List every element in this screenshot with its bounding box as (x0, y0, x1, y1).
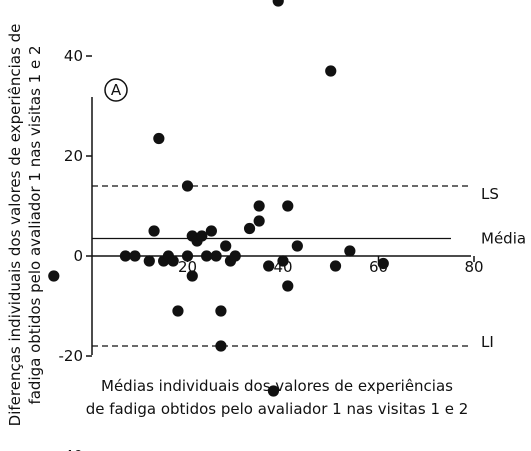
data-point (253, 215, 265, 227)
x-tick-label: 80 (464, 258, 483, 276)
data-point (272, 0, 284, 7)
data-point (377, 257, 389, 270)
data-point (277, 255, 289, 267)
reference-line-labels: LS Média LI (481, 185, 526, 351)
data-point (291, 240, 303, 252)
data-point (215, 340, 227, 352)
data-point (220, 240, 232, 252)
reference-label-li: LI (481, 333, 494, 351)
data-point (172, 305, 184, 317)
x-ticks: 20 40 60 80 (178, 256, 484, 276)
data-point (344, 245, 356, 257)
data-point (243, 222, 256, 235)
panel-label-letter: A (111, 81, 122, 99)
y-tick-label: -20 (59, 347, 84, 365)
data-point (196, 230, 208, 242)
reference-label-média: Média (481, 230, 526, 248)
data-point (148, 225, 160, 237)
data-point (181, 180, 194, 192)
x-axis-title-line-1: Médias individuais dos valores de experi… (101, 377, 453, 395)
panel-label: A (104, 78, 128, 102)
data-point (267, 385, 280, 397)
data-point (48, 270, 60, 282)
y-tick-label: 40 (64, 47, 83, 65)
y-tick-label: 20 (64, 147, 83, 165)
data-point (210, 250, 222, 262)
y-tick-label: 0 (73, 247, 83, 265)
y-ticks: 6040200-20-40 (59, 47, 92, 451)
data-point (325, 65, 337, 77)
data-point (129, 250, 141, 262)
x-axis-title: Médias individuais dos valores de experi… (86, 377, 469, 418)
data-point (201, 250, 213, 262)
data-point (119, 250, 132, 262)
data-point (181, 250, 194, 262)
data-point (143, 255, 155, 267)
data-point (229, 250, 241, 262)
data-point (153, 132, 165, 145)
y-axis-title: Diferenças individuais dos valores de ex… (6, 24, 44, 427)
y-axis-title-line-2: fadiga obtidos pelo avaliador 1 nas visi… (26, 45, 44, 404)
data-point (215, 305, 227, 317)
data-point (329, 260, 342, 272)
panel-label-circle (104, 78, 128, 102)
data-point (205, 225, 217, 237)
reference-label-ls: LS (481, 185, 499, 203)
data-point (186, 270, 198, 282)
x-axis-title-line-2: de fadiga obtidos pelo avaliador 1 nas v… (86, 400, 469, 418)
data-point (167, 255, 179, 267)
data-point (282, 280, 294, 292)
y-tick-label: -40 (59, 447, 84, 451)
data-point (263, 260, 275, 272)
reference-lines (92, 185, 471, 347)
y-axis-title-line-1: Diferenças individuais dos valores de ex… (6, 24, 24, 427)
data-point (253, 200, 265, 212)
data-points (48, 0, 389, 397)
data-point (282, 200, 294, 212)
